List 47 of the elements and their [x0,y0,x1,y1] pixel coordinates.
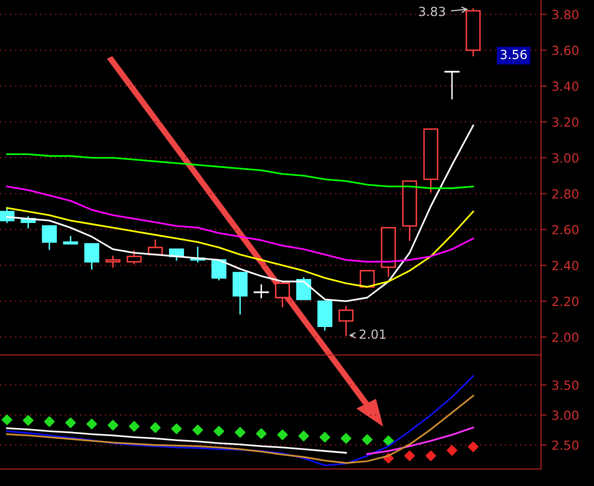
line-series [6,427,347,454]
y-tick-label: 2.80 [552,189,578,199]
point [320,432,330,442]
y-tick-label: 2.50 [552,440,578,450]
point [340,433,352,444]
annotation: 2.01 [360,329,386,339]
y-tick-label: 3.00 [552,410,578,420]
point [22,415,34,426]
point [128,421,140,432]
y-tick-label: 2.20 [552,296,578,306]
y-tick-label: 3.50 [552,380,578,390]
point [256,428,267,439]
point [150,422,161,433]
point [362,434,373,445]
point [192,424,204,436]
point [65,418,76,428]
point [234,427,246,438]
point [214,426,224,436]
annotation: 3.83 [419,6,445,16]
point [2,414,12,426]
candlestick [254,284,269,298]
line-series [6,375,474,466]
y-tick-label: 3.60 [552,46,578,56]
point [404,450,415,462]
line-series [6,207,474,288]
line-series [6,394,474,464]
point [108,420,118,430]
line-series [6,153,474,190]
point [298,430,309,442]
point [277,430,288,440]
y-tick-label: 2.60 [552,224,578,234]
point [383,436,394,446]
y-tick-label: 2.40 [552,260,578,270]
text: 3.56 [500,50,527,60]
y-tick-label: 3.00 [552,153,578,163]
point [171,424,182,434]
line-series [366,426,474,455]
point [426,450,436,462]
y-tick-label: 3.40 [552,82,578,91]
point [446,445,458,456]
y-tick-label: 3.20 [552,117,578,127]
line-series [6,186,474,263]
point [86,418,98,430]
point [44,416,55,427]
point [468,442,478,452]
y-tick-label: 3.80 [552,10,578,20]
y-tick-label: 2.00 [552,332,578,342]
